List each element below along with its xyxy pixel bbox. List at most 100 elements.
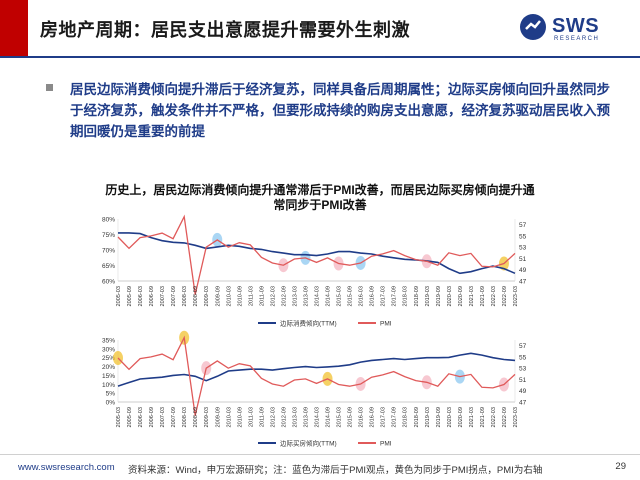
chart1-y-tick-right: 53 bbox=[519, 245, 527, 252]
chart1-x-tick-label: 2016-09 bbox=[370, 286, 376, 307]
chart2-x-tick-label: 2011-03 bbox=[248, 407, 254, 427]
chart2-y-tick-left: 35% bbox=[102, 338, 115, 345]
chart2-x-tick-label: 2012-09 bbox=[281, 407, 287, 428]
logo-text: SWS bbox=[552, 15, 600, 37]
chart2-y-tick-left: 20% bbox=[102, 364, 115, 371]
chart1-y-tick-left: 70% bbox=[102, 248, 115, 255]
chart2-x-tick-label: 2021-09 bbox=[480, 407, 486, 428]
chart1-x-tick-label: 2008-03 bbox=[182, 286, 188, 307]
logo-subtext: RESEARCH bbox=[554, 36, 600, 42]
chart2-y-tick-right: 55 bbox=[519, 354, 527, 361]
chart1-x-tick-label: 2013-09 bbox=[303, 286, 309, 307]
header-divider bbox=[0, 56, 640, 58]
chart1-x-tick-label: 2023-03 bbox=[513, 286, 519, 307]
chart1-x-tick-label: 2021-03 bbox=[469, 286, 475, 307]
figure-title-line-1: 历史上，居民边际消费倾向提升通常滞后于PMI改善，而居民边际买房倾向提升通 bbox=[105, 183, 535, 197]
chart2-x-tick-label: 2022-03 bbox=[491, 407, 497, 428]
chart1-x-tick-label: 2011-09 bbox=[259, 286, 265, 306]
chart2-x-tick-label: 2010-09 bbox=[237, 407, 243, 428]
chart2-x-tick-label: 2013-03 bbox=[292, 407, 298, 428]
chart1-x-tick-label: 2009-09 bbox=[215, 286, 221, 307]
bullet-point-text: 居民边际消费倾向提升滞后于经济复苏，同样具备后周期属性；边际买房倾向回升虽然同步… bbox=[70, 82, 610, 139]
chart2-x-tick-label: 2014-09 bbox=[326, 407, 332, 428]
chart2-y-tick-right: 57 bbox=[519, 343, 527, 350]
chart1-y-tick-left: 65% bbox=[102, 263, 115, 270]
footer-url[interactable]: www.swsresearch.com bbox=[18, 462, 115, 473]
chart1-x-tick-label: 2017-03 bbox=[381, 286, 387, 307]
chart1-x-tick-label: 2010-03 bbox=[226, 286, 232, 307]
sws-logo-icon bbox=[520, 14, 546, 40]
chart2-y-tick-right: 53 bbox=[519, 366, 527, 373]
chart1-y-tick-left: 60% bbox=[102, 279, 115, 286]
chart2-x-tick-label: 2014-03 bbox=[315, 407, 321, 428]
chart1-x-tick-label: 2021-09 bbox=[480, 286, 486, 307]
chart1-x-tick-label: 2019-03 bbox=[425, 286, 431, 307]
chart1-x-tick-label: 2020-03 bbox=[447, 286, 453, 307]
chart1-y-tick-right: 55 bbox=[519, 233, 527, 240]
chart2-x-tick-label: 2015-03 bbox=[337, 407, 343, 428]
chart1-x-tick-label: 2008-09 bbox=[193, 286, 199, 307]
chart2-x-tick-label: 2020-09 bbox=[458, 407, 464, 428]
chart2-y-tick-left: 30% bbox=[102, 346, 115, 353]
chart2-y-tick-left: 5% bbox=[106, 391, 116, 398]
chart2-x-tick-label: 2017-09 bbox=[392, 407, 398, 428]
chart1-x-tick-label: 2012-03 bbox=[270, 286, 276, 307]
chart2-x-tick-label: 2019-03 bbox=[425, 407, 431, 428]
chart2-x-tick-label: 2020-03 bbox=[447, 407, 453, 428]
source-note: 资料来源：Wind，申万宏源研究；注：蓝色为滞后于PMI观点，黄色为同步于PMI… bbox=[128, 465, 543, 476]
chart1-x-tick-label: 2005-03 bbox=[116, 286, 122, 307]
chart1-group: 80% 75% 70% 65% 60% 57 55 53 51 49 47 2005-03 2005-0… bbox=[102, 214, 527, 328]
chart2-legend-label-propensity: 边际买房倾向(TTM) bbox=[280, 439, 337, 448]
chart1-x-tick-label: 2007-03 bbox=[160, 286, 166, 307]
chart2-x-tick-label: 2011-09 bbox=[259, 407, 265, 427]
chart2-y-tick-right: 49 bbox=[519, 388, 527, 395]
header-accent-stripe bbox=[0, 0, 28, 56]
chart2-x-tick-label: 2023-03 bbox=[513, 407, 519, 428]
chart1-x-tick-label: 2014-03 bbox=[315, 286, 321, 307]
chart1-x-tick-label: 2018-09 bbox=[414, 286, 420, 307]
chart1-x-tick-label: 2022-03 bbox=[491, 286, 497, 307]
chart1-y-tick-left: 80% bbox=[102, 217, 115, 224]
chart1-x-tick-label: 2012-09 bbox=[281, 286, 287, 307]
chart1-x-tick-label: 2010-09 bbox=[237, 286, 243, 307]
chart2-x-tick-label: 2006-03 bbox=[138, 407, 144, 428]
chart2-x-tick-label: 2005-03 bbox=[116, 407, 122, 428]
chart2-x-tick-label: 2005-09 bbox=[127, 407, 133, 428]
slide-title: 房地产周期：居民支出意愿提升需要外生刺激 bbox=[40, 20, 410, 41]
bullet-square-icon bbox=[46, 84, 53, 91]
chart2-x-tick-label: 2019-09 bbox=[436, 407, 442, 428]
chart1-x-tick-label: 2022-09 bbox=[502, 286, 508, 307]
chart1-y-tick-right: 57 bbox=[519, 222, 527, 229]
chart1-x-tick-label: 2020-09 bbox=[458, 286, 464, 307]
chart2-x-tick-label: 2007-09 bbox=[171, 407, 177, 428]
chart1-legend-label-pmi: PMI bbox=[380, 321, 392, 328]
slide-header: 房地产周期：居民支出意愿提升需要外生刺激 SWS RESEARCH bbox=[0, 0, 640, 56]
chart1-legend-label-propensity: 边际消费倾向(TTM) bbox=[280, 319, 337, 328]
chart2-x-tick-label: 2008-03 bbox=[182, 407, 188, 428]
chart1-series-pmi-line bbox=[117, 214, 516, 295]
chart2-series-pmi-line bbox=[117, 335, 516, 416]
chart2-x-tick-label: 2007-03 bbox=[160, 407, 166, 428]
chart2-x-tick-label: 2015-09 bbox=[348, 407, 354, 428]
chart1-x-tick-label: 2011-03 bbox=[248, 286, 254, 306]
chart1-y-tick-right: 49 bbox=[519, 267, 527, 274]
chart2-x-tick-label: 2022-09 bbox=[502, 407, 508, 428]
dual-line-charts: 80% 75% 70% 65% 60% 57 55 53 51 49 47 2005-03 2005-0… bbox=[102, 214, 527, 448]
chart1-x-tick-label: 2016-03 bbox=[359, 286, 365, 307]
chart2-x-tick-label: 2016-09 bbox=[370, 407, 376, 428]
chart2-x-tick-label: 2013-09 bbox=[303, 407, 309, 428]
figure-title: 历史上，居民边际消费倾向提升通常滞后于PMI改善，而居民边际买房倾向提升通 常同… bbox=[80, 183, 560, 213]
chart1-x-tick-label: 2006-03 bbox=[138, 286, 144, 307]
chart2-x-tick-label: 2021-03 bbox=[469, 407, 475, 428]
chart2-legend-label-pmi: PMI bbox=[380, 441, 392, 448]
chart1-x-tick-label: 2017-09 bbox=[392, 286, 398, 307]
chart1-x-tick-label: 2013-03 bbox=[292, 286, 298, 307]
chart2-y-tick-left: 25% bbox=[102, 355, 115, 362]
chart1-x-tick-label: 2015-03 bbox=[337, 286, 343, 307]
chart1-y-tick-right: 47 bbox=[519, 279, 527, 286]
chart2-x-tick-label: 2018-03 bbox=[403, 407, 409, 428]
chart2-x-tick-label: 2009-03 bbox=[204, 407, 210, 428]
chart1-y-tick-left: 75% bbox=[102, 232, 115, 239]
chart2-x-tick-label: 2008-09 bbox=[193, 407, 199, 428]
chart1-series-propensity-line bbox=[118, 232, 516, 275]
